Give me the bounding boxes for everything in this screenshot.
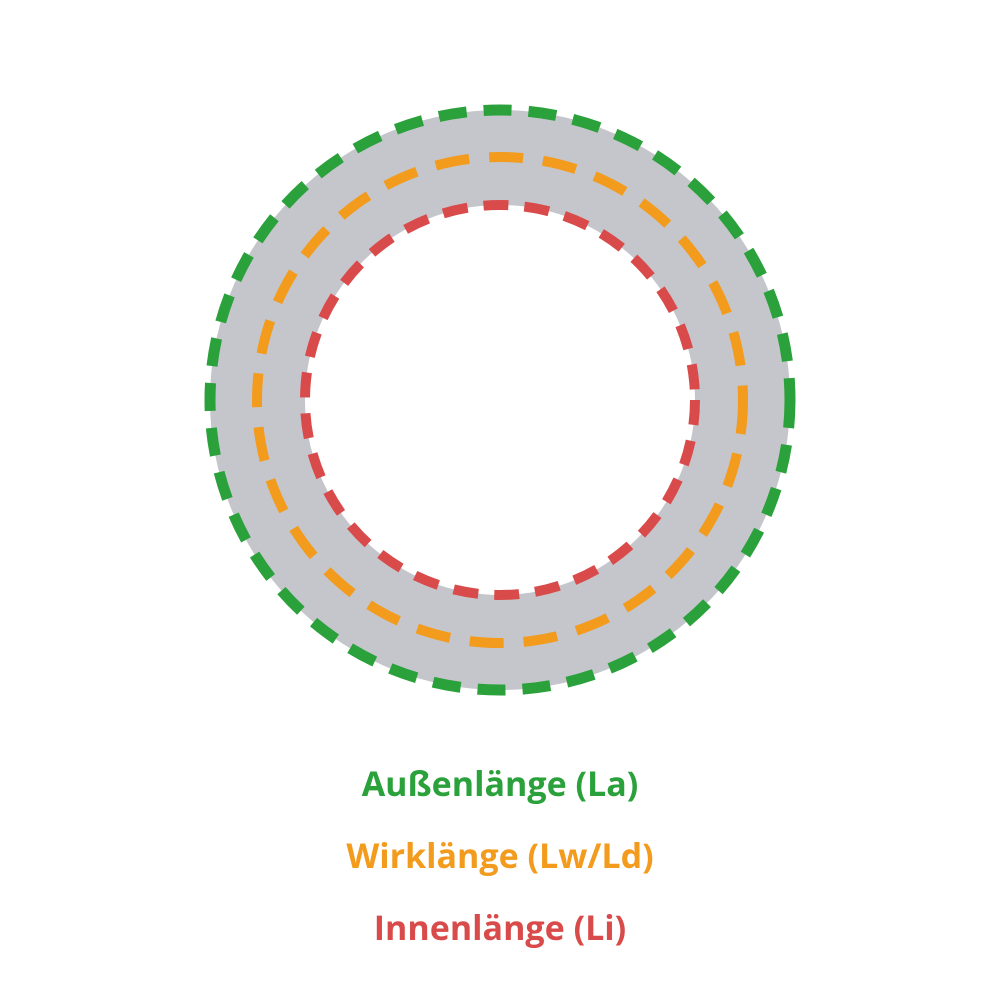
inner-circle [305, 205, 695, 595]
legend-middle: Wirklänge (Lw/Ld) [0, 832, 1000, 878]
legend-outer-label: Außenlänge (La) [362, 760, 639, 806]
legend-inner-label: Innenlänge (Li) [374, 904, 626, 950]
legend-middle-label: Wirklänge (Lw/Ld) [346, 832, 653, 878]
legend-inner: Innenlänge (Li) [0, 904, 1000, 950]
legend-outer: Außenlänge (La) [0, 760, 1000, 806]
diagram-container: Außenlänge (La) Wirklänge (Lw/Ld) Innenl… [0, 0, 1000, 1000]
